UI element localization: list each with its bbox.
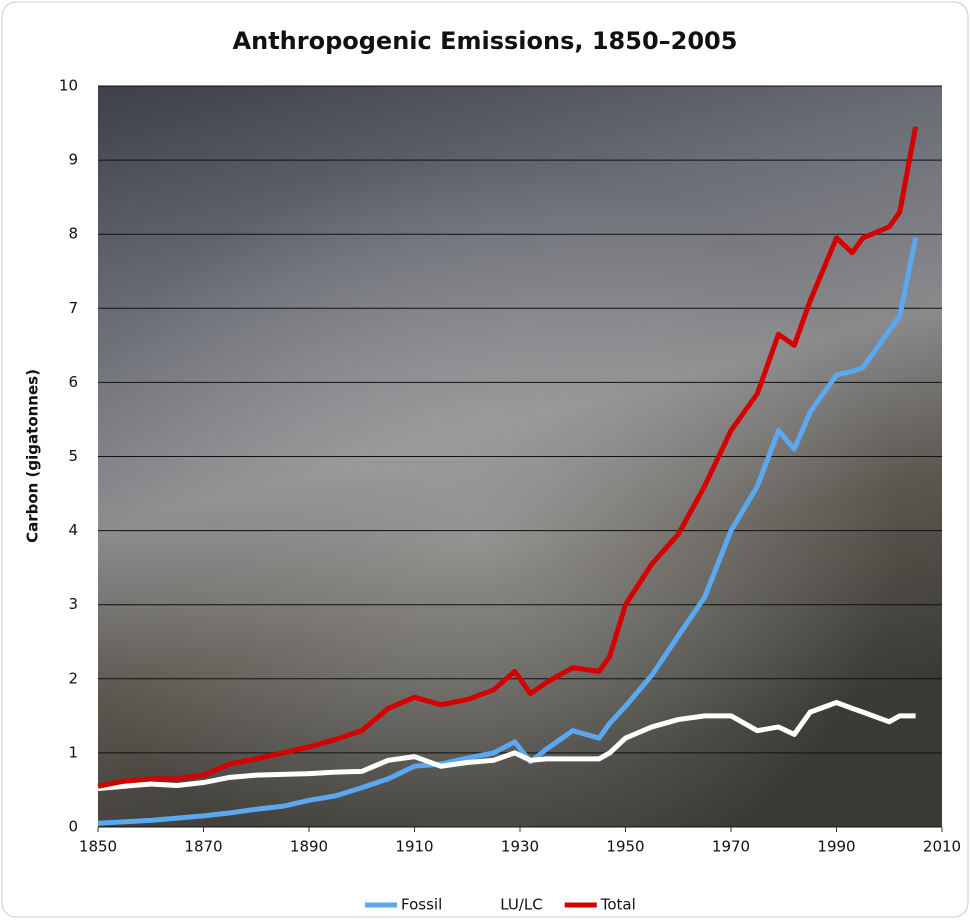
y-tick-label: 9 <box>68 151 78 169</box>
series-line <box>97 237 919 826</box>
legend-label: Total <box>600 896 636 914</box>
x-tick-label: 1910 <box>395 838 433 856</box>
y-tick-label: 4 <box>68 521 78 539</box>
x-tick-label: 1870 <box>184 838 222 856</box>
chart-title: Anthropogenic Emissions, 1850–2005 <box>233 27 738 55</box>
x-tick-label: 1850 <box>79 838 117 856</box>
series-line <box>97 700 916 791</box>
series-line <box>97 126 919 789</box>
y-tick-label: 3 <box>68 595 78 613</box>
y-tick-label: 8 <box>68 225 78 243</box>
y-axis-label: Carbon (gigatonnes) <box>24 369 42 543</box>
x-tick-label: 1990 <box>817 838 855 856</box>
x-tick-label: 1950 <box>606 838 644 856</box>
y-tick-label: 1 <box>68 743 78 761</box>
y-tick-label: 0 <box>68 818 78 836</box>
legend-label: LU/LC <box>500 896 542 914</box>
y-tick-label: 6 <box>68 373 78 391</box>
y-tick-label: 5 <box>68 447 78 465</box>
legend-label: Fossil <box>401 896 442 914</box>
x-tick-label: 1970 <box>712 838 750 856</box>
x-tick-label: 1930 <box>501 838 539 856</box>
y-tick-label: 2 <box>68 669 78 687</box>
y-tick-label: 10 <box>59 77 78 95</box>
x-tick-label: 1890 <box>290 838 328 856</box>
y-tick-label: 7 <box>68 299 78 317</box>
x-tick-label: 2010 <box>923 838 961 856</box>
